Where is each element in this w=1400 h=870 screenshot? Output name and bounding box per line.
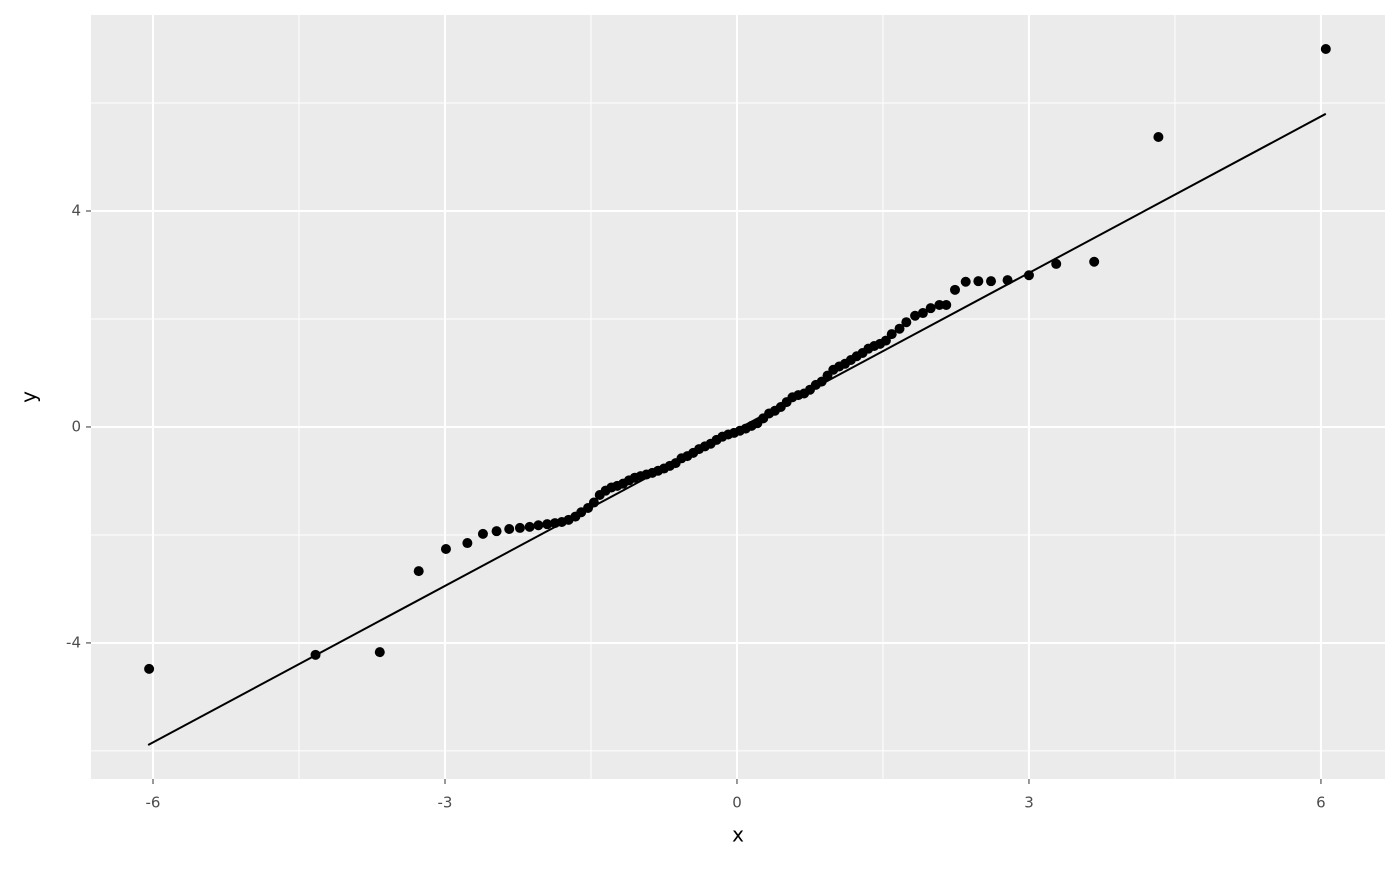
- point: [440, 543, 451, 554]
- point: [1051, 258, 1062, 269]
- x-axis-label: x: [732, 823, 744, 847]
- x-tick-label: -6: [146, 794, 161, 812]
- point: [910, 310, 921, 321]
- x-tick-label: 3: [1024, 794, 1034, 812]
- y-tick-label: -4: [66, 633, 81, 651]
- point: [588, 497, 599, 508]
- y-tick-label: 4: [71, 201, 81, 219]
- x-tick-label: 6: [1316, 794, 1326, 812]
- point: [310, 649, 321, 660]
- point: [941, 299, 952, 310]
- x-tick-label: -3: [438, 794, 453, 812]
- point: [533, 520, 544, 531]
- point: [413, 566, 424, 577]
- y-tick-label: 0: [71, 417, 81, 435]
- point: [1002, 275, 1013, 286]
- point: [917, 308, 928, 319]
- point: [949, 284, 960, 295]
- point: [144, 663, 155, 674]
- point: [886, 329, 897, 340]
- point: [960, 276, 971, 287]
- point: [524, 521, 535, 532]
- point: [462, 538, 473, 549]
- point: [491, 526, 502, 537]
- point: [374, 647, 385, 658]
- x-tick-label: 0: [732, 794, 742, 812]
- point: [1153, 132, 1164, 143]
- point: [477, 528, 488, 539]
- point: [894, 323, 905, 334]
- point: [901, 317, 912, 328]
- point: [1023, 270, 1034, 281]
- point: [986, 276, 997, 287]
- point: [1089, 256, 1100, 267]
- point: [973, 276, 984, 287]
- point: [514, 522, 525, 533]
- point: [1320, 44, 1331, 55]
- point: [542, 519, 553, 530]
- panel: [91, 15, 1385, 779]
- point: [504, 524, 515, 535]
- point: [925, 303, 936, 314]
- point: [880, 335, 891, 346]
- y-axis-label: y: [17, 391, 41, 403]
